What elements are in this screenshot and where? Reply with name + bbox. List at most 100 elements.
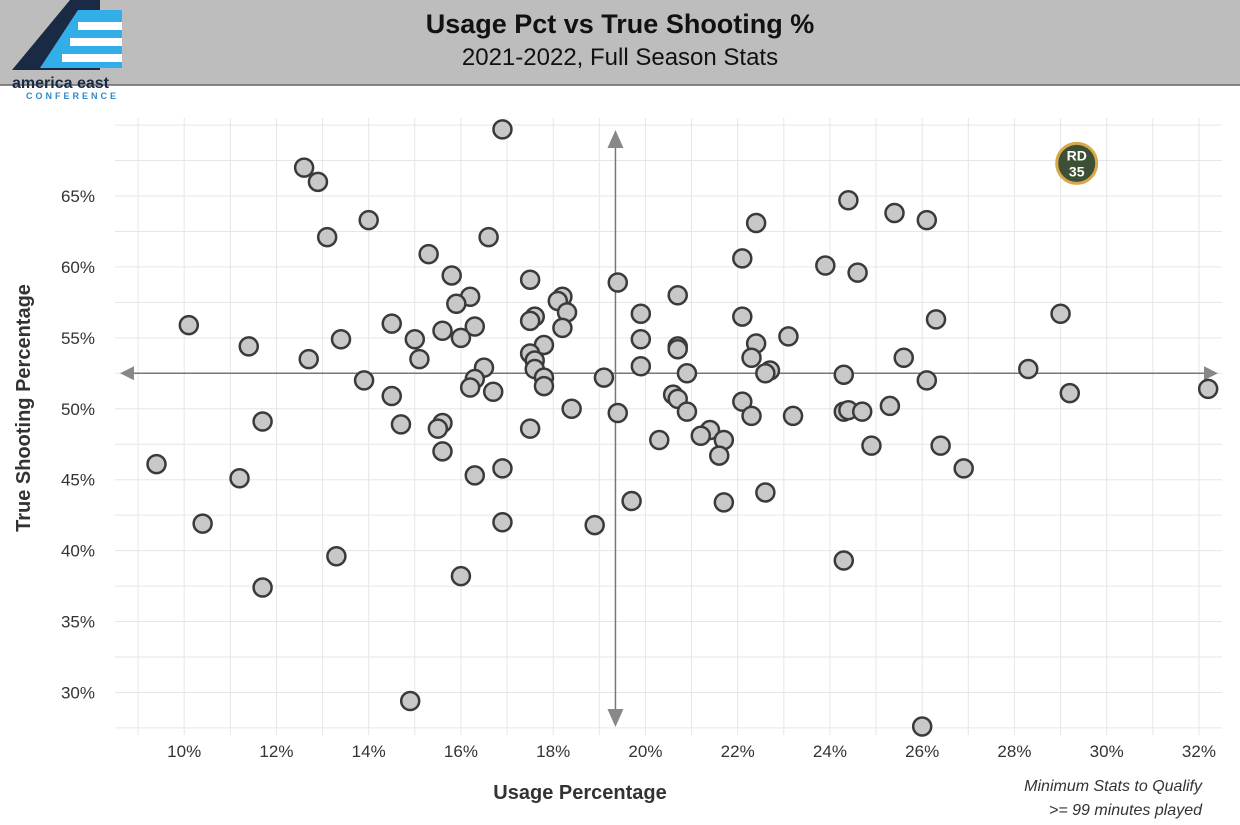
logo-stripe-mid xyxy=(70,38,122,46)
data-points xyxy=(146,119,1219,737)
reference-lines xyxy=(120,130,1218,727)
scatter-point xyxy=(432,320,453,342)
scatter-point xyxy=(298,348,319,370)
scatter-point xyxy=(459,377,481,398)
x-tick-label: 14% xyxy=(352,742,386,761)
scatter-point xyxy=(1059,382,1081,404)
scatter-point xyxy=(432,441,453,462)
scatter-point xyxy=(450,327,472,349)
scatter-point xyxy=(229,468,250,489)
scatter-point xyxy=(884,202,905,224)
scatter-point xyxy=(293,157,315,178)
scatter-point xyxy=(450,565,472,587)
scatter-point xyxy=(778,326,799,347)
scatter-point xyxy=(893,347,914,368)
scatter-point xyxy=(353,370,375,391)
y-tick-label: 65% xyxy=(61,187,95,206)
scatter-point xyxy=(446,293,467,315)
scatter-point xyxy=(911,716,933,737)
scatter-point xyxy=(252,411,273,432)
scatter-point xyxy=(745,212,767,234)
scatter-point xyxy=(178,314,200,336)
x-tick-label: 30% xyxy=(1090,742,1124,761)
scatter-point xyxy=(916,370,938,391)
scatter-point xyxy=(519,310,541,332)
scatter-point xyxy=(404,329,426,350)
x-tick-label: 20% xyxy=(628,742,662,761)
scatter-point xyxy=(833,364,855,385)
arrow-left-icon xyxy=(120,366,134,381)
highlight-point-label: RD xyxy=(1067,147,1087,163)
qualify-note-line-2: >= 99 minutes played xyxy=(1049,802,1203,819)
scatter-point xyxy=(833,550,855,571)
scatter-point xyxy=(815,255,836,276)
scatter-point xyxy=(667,285,688,306)
x-tick-label: 26% xyxy=(905,742,939,761)
scatter-point xyxy=(409,348,430,370)
scatter-point xyxy=(192,513,213,534)
y-tick-label: 35% xyxy=(61,613,95,632)
scatter-point xyxy=(755,363,776,384)
highlight-point-marker xyxy=(1055,141,1099,185)
x-tick-label: 24% xyxy=(813,742,847,761)
scatter-point xyxy=(607,272,629,293)
scatter-point xyxy=(755,482,776,503)
y-tick-label: 60% xyxy=(61,258,95,277)
scatter-point xyxy=(953,458,974,479)
scatter-point xyxy=(552,317,573,339)
header-band xyxy=(0,0,1240,85)
scatter-point xyxy=(418,243,439,265)
scatter-point xyxy=(593,367,615,388)
scatter-point xyxy=(741,347,762,368)
scatter-point xyxy=(316,226,338,248)
scatter-point xyxy=(630,303,652,324)
scatter-point xyxy=(925,309,947,330)
chart-title: Usage Pct vs True Shooting % xyxy=(426,9,815,39)
scatter-point xyxy=(381,313,402,334)
x-tick-labels: 10% 12% 14% 16% 18% 20% 22% 24% 26% 28% 30% 32% xyxy=(167,742,1216,761)
scatter-point xyxy=(708,445,730,466)
y-tick-label: 45% xyxy=(61,471,95,490)
arrow-up-icon xyxy=(607,130,624,148)
qualify-note-line-1: Minimum Stats to Qualify xyxy=(1024,778,1203,795)
y-tick-label: 55% xyxy=(61,329,95,348)
scatter-point xyxy=(1050,303,1071,324)
scatter-point xyxy=(519,418,541,439)
scatter-point xyxy=(630,329,652,350)
scatter-point xyxy=(561,398,582,420)
scatter-point xyxy=(861,435,882,456)
scatter-point xyxy=(492,511,513,533)
scatter-point xyxy=(847,262,868,283)
y-tick-label: 40% xyxy=(61,542,95,561)
y-tick-label: 30% xyxy=(61,683,95,702)
scatter-point xyxy=(621,490,642,512)
chart-subtitle: 2021-2022, Full Season Stats xyxy=(462,44,778,71)
scatter-point xyxy=(732,391,753,412)
highlight-point-label: 35 xyxy=(1069,163,1085,179)
logo-subtext: CONFERENCE xyxy=(26,91,119,101)
scatter-point xyxy=(358,209,379,231)
scatter-point xyxy=(307,171,329,193)
scatter-point xyxy=(630,355,652,377)
scatter-point xyxy=(492,119,513,140)
scatter-point xyxy=(930,435,951,456)
scatter-point xyxy=(492,458,513,479)
scatter-point xyxy=(607,402,629,424)
scatter-point xyxy=(732,306,753,327)
scatter-point xyxy=(381,385,402,407)
scatter-point xyxy=(879,395,901,417)
scatter-point xyxy=(519,269,541,290)
scatter-point xyxy=(330,329,352,350)
scatter-point xyxy=(427,418,449,439)
x-tick-label: 32% xyxy=(1182,742,1216,761)
y-tick-labels: 30% 35% 40% 45% 50% 55% 60% 65% xyxy=(61,187,95,702)
scatter-point xyxy=(482,381,504,402)
scatter-point xyxy=(478,226,499,248)
conference-logo: america east CONFERENCE xyxy=(12,0,122,101)
scatter-point xyxy=(146,453,167,475)
scatter-point xyxy=(252,577,273,598)
x-tick-label: 18% xyxy=(536,742,570,761)
